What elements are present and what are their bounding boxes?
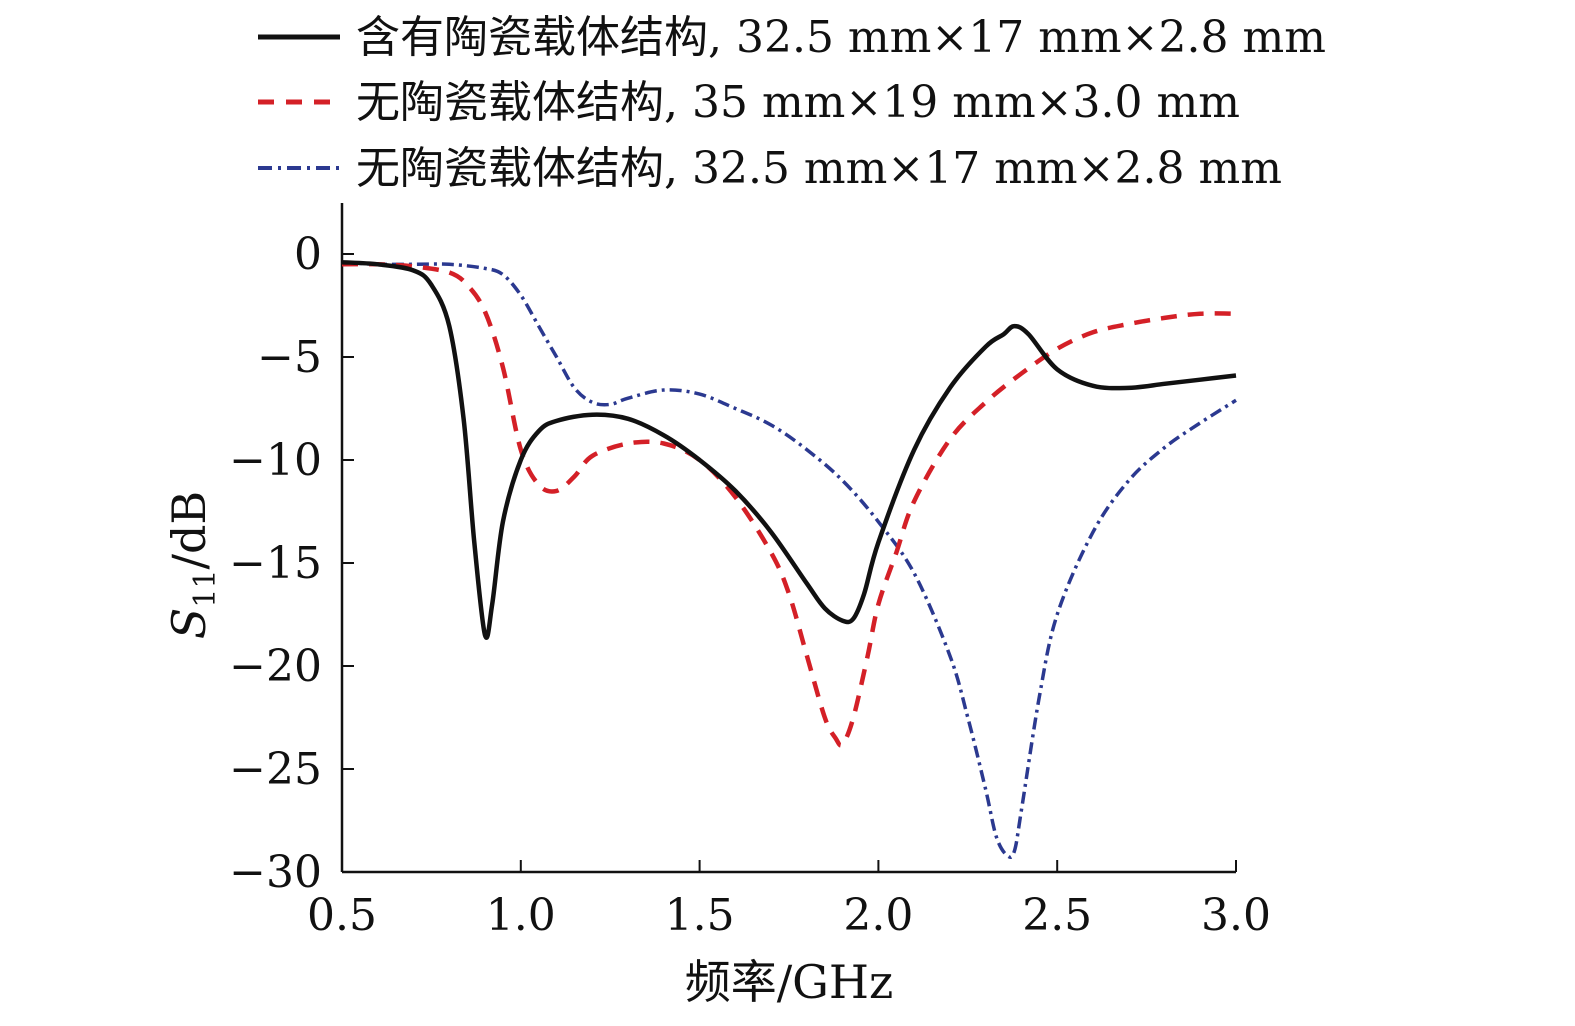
x-tick-label: 1.0 <box>486 890 556 941</box>
y-axis-label-unit: /dB <box>162 491 216 570</box>
legend-label: 无陶瓷载体结构, 35 mm×19 mm×3.0 mm <box>356 77 1240 128</box>
legend-entry-ceramic-32-5: 含有陶瓷载体结构, 32.5 mm×17 mm×2.8 mm <box>258 12 1326 63</box>
x-tick-label: 3.0 <box>1201 890 1271 941</box>
ticks: 0.5 1.0 1.5 2.0 2.5 3.0 0 −5 −10 −15 −20 −25 −30 <box>229 229 1271 941</box>
plot-area: 0.5 1.0 1.5 2.0 2.5 3.0 0 −5 −10 −15 −20 −25 −30 <box>229 203 1271 941</box>
x-tick-label: 2.5 <box>1022 890 1092 941</box>
y-tick-label: −20 <box>229 641 322 692</box>
y-tick-label: −10 <box>229 435 322 486</box>
series-lines <box>341 259 1237 860</box>
y-axis-label-main: S <box>162 608 216 640</box>
y-tick-label: −25 <box>229 744 322 795</box>
legend: 含有陶瓷载体结构, 32.5 mm×17 mm×2.8 mm 无陶瓷载体结构, … <box>258 12 1326 194</box>
x-tick-label: 0.5 <box>307 890 377 941</box>
y-axis-label-sub: 11 <box>188 570 223 608</box>
y-tick-label: −15 <box>229 538 322 589</box>
legend-label: 无陶瓷载体结构, 32.5 mm×17 mm×2.8 mm <box>356 143 1282 194</box>
x-tick-label: 1.5 <box>665 890 735 941</box>
y-axis-label: S11/dB <box>162 491 223 639</box>
x-tick-label: 2.0 <box>843 890 913 941</box>
y-tick-label: −5 <box>257 332 322 383</box>
series-line-no-ceramic-32-5 <box>341 260 1237 860</box>
y-tick-label: 0 <box>294 229 322 280</box>
series-line-no-ceramic-35 <box>341 261 1237 748</box>
series-line-ceramic-32-5 <box>341 259 1237 640</box>
legend-label: 含有陶瓷载体结构, 32.5 mm×17 mm×2.8 mm <box>356 12 1326 63</box>
y-tick-label: −30 <box>229 847 322 898</box>
legend-entry-no-ceramic-35: 无陶瓷载体结构, 35 mm×19 mm×3.0 mm <box>258 77 1240 128</box>
legend-entry-no-ceramic-32-5: 无陶瓷载体结构, 32.5 mm×17 mm×2.8 mm <box>258 143 1282 194</box>
x-axis-label: 频率/GHz <box>685 955 894 1009</box>
